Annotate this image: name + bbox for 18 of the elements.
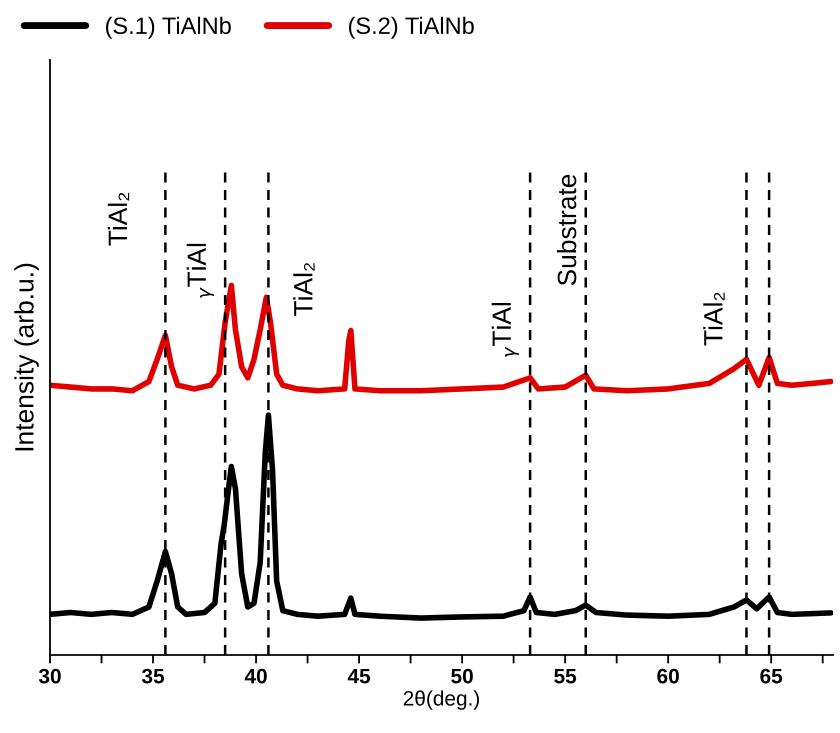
x-tick-label: 55 (554, 668, 576, 684)
x-tick-label: 35 (142, 668, 164, 684)
x-tick-label: 45 (348, 668, 370, 684)
x-tick-label: 30 (38, 668, 61, 684)
ref-line-label: TiAl₂ (293, 263, 315, 316)
legend-label: (S.2) TiAlNb (348, 16, 474, 39)
ref-line-label: Substrate (556, 174, 576, 286)
ref-line-label: $_{γ}$TiAl (186, 244, 214, 298)
ref-line-label: TiAl₂ (703, 292, 725, 346)
ref-line-label: $_{γ}$TiAl (492, 302, 519, 357)
x-tick-label: 65 (760, 668, 782, 684)
legend-label: (S.1) TiAlNb (106, 16, 231, 39)
y-axis-title: Intensity (arb.u.) (14, 264, 39, 450)
ref-line-label: TiAl₂ (108, 192, 130, 246)
x-tick-label: 60 (657, 668, 679, 684)
x-tick-label: 50 (451, 668, 473, 684)
x-tick-label: 40 (244, 668, 267, 684)
x-axis-title: 2θ(deg.) (404, 690, 480, 710)
